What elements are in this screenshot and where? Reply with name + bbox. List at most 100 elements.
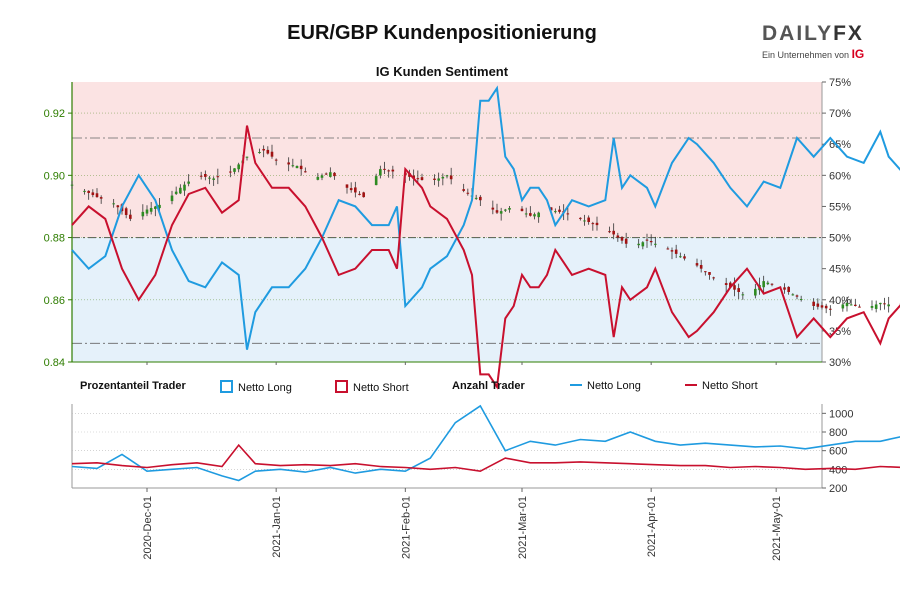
candle-body <box>666 248 670 250</box>
candle-body <box>762 281 765 288</box>
candle-body <box>816 303 820 307</box>
candle-body <box>149 208 153 212</box>
candle-body <box>524 213 528 215</box>
candle-body <box>479 196 482 201</box>
percent-tick-label: 55% <box>829 201 851 213</box>
logo-wordmark: DAILYFX <box>762 22 872 46</box>
candle-body <box>674 249 678 254</box>
candle-body <box>354 187 357 193</box>
candle-body <box>612 230 615 235</box>
candle-body <box>187 181 190 184</box>
candle-body <box>520 208 524 212</box>
date-axis: 2020-Dec-01 2021-Jan-01 2021-Feb-01 2021-Ma… <box>72 361 822 561</box>
candle-body <box>287 162 290 165</box>
candle-body <box>812 301 815 306</box>
legend-percent-header: Prozentanteil Trader <box>80 380 186 392</box>
candle-body <box>474 197 478 199</box>
candle-body <box>620 237 624 241</box>
candle-body <box>558 209 561 212</box>
candle-body <box>299 165 303 170</box>
legend-percent-short-label: Netto Short <box>353 382 409 394</box>
candle-body <box>608 231 611 233</box>
candle-body <box>683 256 686 259</box>
candle-body <box>754 288 757 296</box>
candle-body <box>329 172 332 177</box>
candle-body <box>129 214 132 219</box>
candle-body <box>708 272 711 275</box>
count-tick-label: 600 <box>829 446 847 458</box>
candle-body <box>649 240 653 243</box>
candle-body <box>445 175 449 177</box>
price-sentiment-panel: 0.84 0.86 0.88 0.90 0.92 30% 35% 40% 45% 50% 55% 60… <box>44 77 900 390</box>
candle-body <box>87 190 90 193</box>
candle-body <box>124 208 128 215</box>
legend-count-long-label: Netto Long <box>587 380 641 392</box>
candle-body <box>787 286 790 292</box>
legend-count-long: Netto Long <box>570 380 641 392</box>
candle-body <box>270 151 274 157</box>
candle-body <box>91 192 95 196</box>
candle-body <box>333 172 336 177</box>
candle-body <box>158 204 161 209</box>
legend-count-header: Anzahl Trader <box>452 380 525 392</box>
candle-body <box>770 283 774 285</box>
percent-tick-label: 30% <box>829 357 851 369</box>
trader-count-panel: 200 400 600 800 1000 <box>71 404 900 495</box>
candle-body <box>670 250 674 252</box>
candle-body <box>349 188 353 191</box>
logo-tagline: Ein Unternehmen von IG <box>762 47 872 61</box>
percent-tick-label: 45% <box>829 264 851 276</box>
candle-body <box>391 169 395 172</box>
candle-body <box>795 295 799 297</box>
candle-body <box>566 213 570 215</box>
logo-brand-fx: FX <box>833 22 864 45</box>
candle-body <box>212 178 215 180</box>
candle-body <box>433 178 436 180</box>
candle-body <box>883 303 886 305</box>
candle-body <box>879 302 882 305</box>
candle-body <box>441 176 445 179</box>
price-tick-label: 0.86 <box>44 295 65 307</box>
candle-body <box>199 175 203 177</box>
candle-body <box>449 175 453 180</box>
candle-body <box>420 177 424 180</box>
percent-tick-label: 35% <box>829 326 851 338</box>
candle-body <box>383 168 386 170</box>
legend-percent-long: Netto Long <box>220 380 292 394</box>
count-tick-label: 400 <box>829 464 847 476</box>
legend-percent-long-label: Netto Long <box>238 382 292 394</box>
candle-body <box>245 156 249 158</box>
candle-body <box>387 170 390 172</box>
candle-body <box>858 306 861 308</box>
candle-body <box>304 171 307 173</box>
candle-body <box>183 184 186 191</box>
candle-body <box>529 213 532 216</box>
net-short-zone <box>72 82 822 238</box>
dailyfx-logo: DAILYFX Ein Unternehmen von IG <box>762 22 872 61</box>
candle-body <box>583 220 586 222</box>
candle-body <box>466 192 470 194</box>
net-long-percent-line <box>71 85 900 350</box>
candle-body <box>504 209 507 211</box>
date-tick-label: 2021-May-01 <box>771 496 783 561</box>
candle-body <box>462 189 465 191</box>
candle-body <box>295 166 299 169</box>
count-net-long-line <box>71 404 900 482</box>
candle-body <box>83 190 86 192</box>
candle-body <box>537 212 540 218</box>
candle-body <box>345 184 349 188</box>
candle-body <box>733 285 736 290</box>
candle-body <box>112 203 115 205</box>
candle-body <box>99 197 103 199</box>
price-tick-label: 0.84 <box>44 357 65 369</box>
count-tick-label: 1000 <box>829 408 853 420</box>
candle-body <box>829 308 832 310</box>
chart-subtitle: IG Kunden Sentiment <box>375 64 509 79</box>
count-tick-label: 800 <box>829 427 847 439</box>
candle-body <box>679 256 682 258</box>
candle-body <box>204 174 207 177</box>
candle-body <box>637 243 640 246</box>
candle-body <box>141 211 145 217</box>
legend-line-long-icon <box>570 384 582 386</box>
